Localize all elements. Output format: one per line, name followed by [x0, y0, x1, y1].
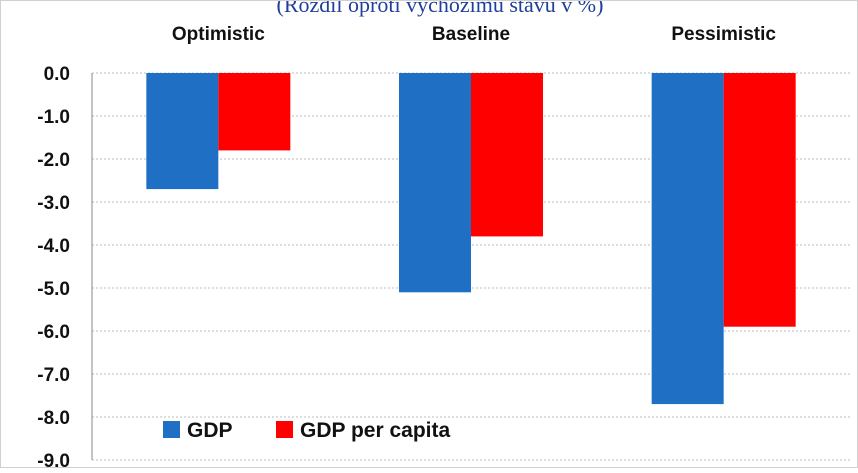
- bar-gdp-baseline: [399, 73, 471, 293]
- legend-swatch: [276, 421, 293, 438]
- bar-gdp-per-capita-baseline: [471, 73, 543, 237]
- bars: [146, 73, 796, 405]
- category-labels: Optimistic Baseline Pessimistic: [172, 24, 776, 45]
- bar-gdp-optimistic: [146, 73, 219, 190]
- legend: GDP GDP per capita: [163, 419, 450, 442]
- legend-label: GDP per capita: [300, 419, 450, 442]
- chart-title: (Rozdíl oproti výchozímu stavu v %): [277, 0, 604, 17]
- y-tick-label: -8.0: [37, 408, 70, 429]
- legend-swatch: [163, 421, 180, 438]
- y-tick-label: 0.0: [44, 64, 70, 85]
- bar-gdp-per-capita-pessimistic: [723, 73, 796, 327]
- y-tick-label: -6.0: [37, 322, 70, 343]
- y-tick-label: -9.0: [37, 451, 70, 468]
- y-tick-label: -2.0: [37, 150, 70, 171]
- legend-label: GDP: [187, 419, 233, 442]
- category-label: Optimistic: [172, 24, 265, 45]
- y-tick-label: -1.0: [37, 107, 70, 128]
- y-tick-label: -4.0: [37, 236, 70, 257]
- category-label: Baseline: [432, 24, 510, 45]
- bar-gdp-pessimistic: [651, 73, 724, 405]
- bar-gdp-per-capita-optimistic: [218, 73, 291, 151]
- y-axis-ticks: 0.0 -1.0 -2.0 -3.0 -4.0 -5.0 -6.0 -7.0 -8.0 -9.0: [37, 64, 70, 472]
- y-tick-label: -5.0: [37, 279, 70, 300]
- category-label: Pessimistic: [671, 24, 776, 45]
- y-tick-label: -3.0: [37, 193, 70, 214]
- y-tick-label: -7.0: [37, 365, 70, 386]
